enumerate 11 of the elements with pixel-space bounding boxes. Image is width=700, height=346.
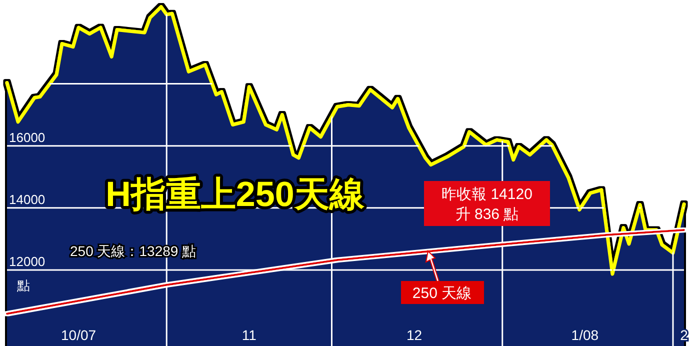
y-tick-label: 14000: [9, 192, 46, 207]
annotation: 升 836 點: [455, 206, 519, 223]
y-tick-label: 16000: [9, 130, 46, 145]
x-tick-label: 11: [242, 327, 257, 343]
legend-label: 250 天線: [412, 285, 472, 302]
x-tick-label: 10/07: [61, 327, 96, 343]
annotation: 昨收報 14120: [442, 186, 532, 203]
y-axis-title: 點: [16, 278, 30, 293]
y-tick-label: 12000: [9, 254, 46, 269]
x-tick-label: 12: [406, 327, 422, 343]
x-tick-label: 1/08: [571, 327, 599, 343]
